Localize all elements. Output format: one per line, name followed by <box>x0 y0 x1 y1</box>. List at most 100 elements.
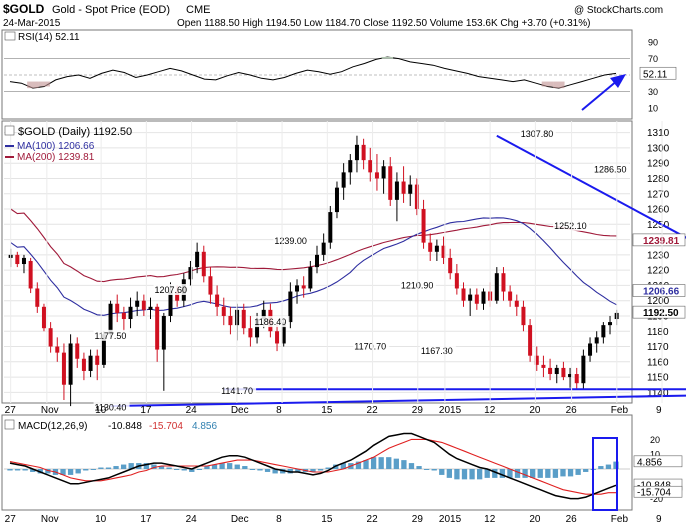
macd-histogram-bar <box>211 464 218 469</box>
macd-histogram-bar <box>386 457 392 469</box>
macd-histogram-bar <box>325 467 331 469</box>
price-axis-tick: 1200 <box>647 296 670 307</box>
x-axis-tick-macd: 8 <box>276 514 282 525</box>
candle-down <box>248 328 253 338</box>
x-axis-tick-macd: Dec <box>231 514 249 525</box>
candle-down <box>221 306 226 316</box>
macd-histogram-bar <box>439 469 445 475</box>
rsi-oversold-fill <box>553 81 565 89</box>
macd-histogram-bar <box>249 469 256 470</box>
candle-up <box>195 251 200 268</box>
rsi-value-box <box>639 66 677 80</box>
macd-histogram-bar <box>317 469 324 471</box>
candle-down <box>175 291 180 301</box>
x-axis-tick-price: 17 <box>140 405 152 416</box>
macd-legend: MACD(12,26,9) -10.848 -15.704 4.856 <box>4 419 217 432</box>
candle-down <box>561 367 566 378</box>
ma100-tag-box <box>632 284 686 297</box>
lower-trendline <box>110 394 686 408</box>
candle-down <box>301 285 306 289</box>
price-axis-tick: 1160 <box>647 357 669 368</box>
macd-histogram-bar <box>128 463 134 469</box>
macd-histogram-bar <box>30 469 36 472</box>
candle-up <box>408 184 413 194</box>
macd-histogram-bar <box>22 469 28 471</box>
macd-histogram-bar <box>469 469 475 480</box>
rsi-layer: 907050301052.11 <box>4 38 677 113</box>
candle-up <box>594 337 599 344</box>
candle-down <box>548 367 553 375</box>
price-axis-tick: 1300 <box>647 143 670 154</box>
macd-histogram-bar <box>158 466 165 469</box>
macd-label-hist: 4.856 <box>192 421 217 432</box>
x-axis-tick-macd: 20 <box>529 514 541 525</box>
candle-down <box>368 160 373 173</box>
price-legend-main: $GOLD (Daily) 1192.50 <box>18 126 132 138</box>
x-axis-tick-price: 24 <box>186 405 198 416</box>
macd-axis-tick: -20 <box>650 494 663 504</box>
price-axis-tick: 1310 <box>647 128 670 139</box>
macd-histogram-bar <box>499 469 506 478</box>
macd-histogram-bar <box>545 469 551 478</box>
x-axis-tick-price: 26 <box>566 405 578 416</box>
x-axis-tick-price: 9 <box>656 405 662 416</box>
candle-down <box>574 374 579 384</box>
candle-up <box>468 294 473 301</box>
candle-down <box>201 251 206 277</box>
candle-up <box>108 303 113 335</box>
price-annotation: 1252.10 <box>554 221 587 231</box>
x-axis-tick-price: Dec <box>231 405 249 416</box>
candle-up <box>188 267 193 280</box>
macd-histogram-bar <box>393 458 399 469</box>
x-axis-tick-macd: 17 <box>140 514 152 525</box>
rsi-axis-tick: 70 <box>648 54 658 64</box>
candle-up <box>101 334 106 365</box>
annotation-bg <box>553 219 590 231</box>
price-annotation: 1177.50 <box>95 331 127 341</box>
candle-down <box>541 364 546 368</box>
macd-histogram-bar <box>45 469 51 474</box>
x-axis-tick-macd: 29 <box>412 514 424 525</box>
macd-histogram-bar <box>264 469 271 472</box>
price-axis-tick: 1250 <box>647 220 670 231</box>
macd-histogram-bar <box>227 463 233 469</box>
macd-histogram-bar <box>90 469 96 470</box>
candle-down <box>141 300 146 310</box>
close-price-tag: 1192.50 <box>643 308 679 319</box>
x-axis-tick-macd: 27 <box>5 514 17 525</box>
candle-down <box>508 291 513 301</box>
candle-down <box>501 273 506 292</box>
macd-hist-tag: 4.856 <box>637 457 662 468</box>
macd-histogram-bar <box>67 469 74 475</box>
candle-down <box>421 209 426 243</box>
candle-down <box>81 358 86 371</box>
price-annotation: 1167.30 <box>421 346 453 356</box>
candle-down <box>361 144 366 161</box>
macd-histogram-bar <box>120 464 127 469</box>
macd-histogram-bar <box>173 469 180 470</box>
price-annotation: 1286.50 <box>594 164 627 174</box>
candle-up <box>588 343 593 356</box>
candle-up <box>554 367 559 375</box>
candle-up <box>394 181 399 200</box>
macd-histogram-bar <box>196 469 203 470</box>
candle-down <box>414 184 419 210</box>
annotation-bg <box>253 316 290 328</box>
macd-histogram-bar <box>476 469 483 480</box>
rsi-oversold-fill <box>27 81 39 89</box>
macd-histogram-bar <box>60 469 66 475</box>
candle-up <box>135 300 140 307</box>
annotation-bg <box>419 345 456 357</box>
macd-histogram-bar <box>370 457 377 469</box>
macd-histogram-bar <box>598 466 604 469</box>
candle-down <box>15 254 20 265</box>
macd-histogram-bar <box>204 466 210 469</box>
candle-down <box>528 325 533 356</box>
candle-up <box>581 355 586 384</box>
annotation-bg <box>593 163 630 175</box>
candle-down <box>461 288 466 301</box>
macd-histogram-bar <box>492 469 498 478</box>
annotation-bg <box>519 128 556 140</box>
candle-up <box>568 374 573 378</box>
price-annotation: 1186.40 <box>254 317 286 327</box>
